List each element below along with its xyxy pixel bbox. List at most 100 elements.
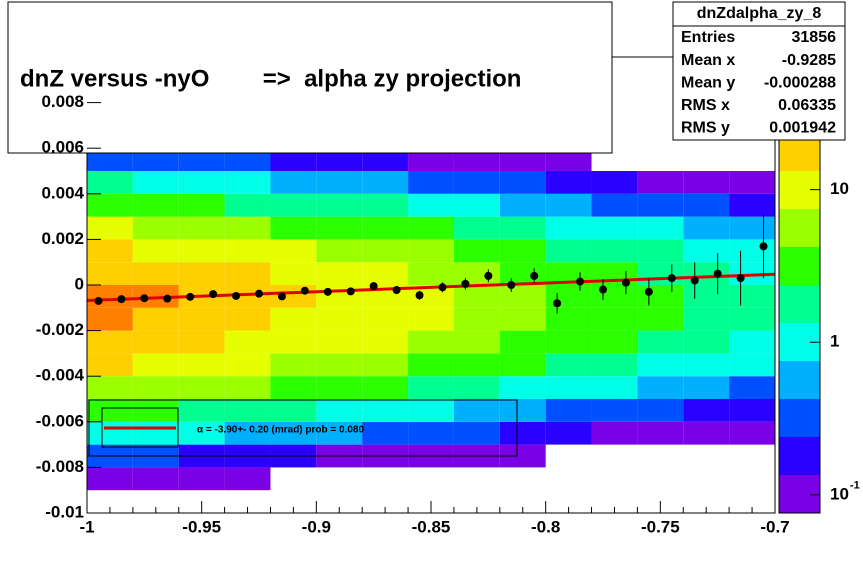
heat-cell — [453, 376, 500, 399]
heat-cell — [178, 216, 225, 240]
heat-cell — [87, 216, 133, 240]
heat-cell — [316, 330, 363, 354]
heat-cell — [362, 193, 409, 217]
profile-point — [369, 282, 378, 291]
profile-point — [346, 287, 355, 296]
heat-cell — [499, 399, 546, 422]
heat-cell — [270, 285, 317, 308]
heat-cell — [316, 307, 363, 331]
heat-cell — [591, 399, 638, 422]
x-tick-label: -1 — [79, 517, 94, 536]
colorbar-band — [779, 437, 820, 475]
heat-cell — [270, 239, 317, 263]
profile-point — [484, 271, 493, 280]
heat-cell — [729, 330, 775, 354]
heat-cell — [132, 376, 179, 399]
heat-cell — [683, 171, 730, 194]
z-tick-label: 10 — [830, 484, 849, 503]
heat-cell — [591, 193, 638, 217]
heat-cell — [637, 330, 684, 354]
heat-cell — [87, 467, 133, 491]
heat-cell — [132, 148, 179, 171]
y-tick-label: 0 — [75, 274, 84, 293]
heat-cell — [453, 285, 500, 308]
heat-cell — [591, 285, 638, 308]
heat-cell — [224, 262, 271, 285]
heat-cell — [637, 307, 684, 331]
heat-cell — [270, 376, 317, 399]
profile-point — [255, 289, 263, 298]
stats-value: 0.06335 — [778, 97, 836, 114]
profile-point — [644, 287, 653, 296]
heat-cell — [178, 262, 225, 285]
fit-label: α = -3.90+- 0.20 (mrad) prob = 0.080 — [197, 425, 364, 436]
heat-cell — [224, 216, 271, 240]
heat-cell — [453, 239, 500, 263]
heat-cell — [453, 148, 500, 171]
profile-point — [530, 271, 539, 280]
heat-cell — [270, 193, 317, 217]
heat-cell — [408, 193, 454, 217]
heat-cell — [316, 399, 363, 422]
colorbar-band — [779, 475, 820, 513]
heat-cell — [591, 307, 638, 331]
heat-cell — [87, 307, 133, 331]
profile-point — [621, 278, 630, 287]
heat-cell — [637, 399, 684, 422]
heat-cell — [545, 285, 592, 308]
heat-cell — [270, 421, 317, 445]
heat-cell — [362, 330, 409, 354]
heat-cell — [408, 171, 454, 194]
heat-cell — [591, 216, 638, 240]
stats-value: 31856 — [792, 29, 837, 46]
heat-cell — [729, 171, 775, 194]
heat-cell — [316, 171, 363, 194]
profile-point — [576, 277, 585, 286]
heat-cell — [132, 193, 179, 217]
heat-cell — [362, 239, 409, 263]
heat-cell — [316, 353, 363, 377]
profile-point — [599, 285, 607, 294]
profile-point — [232, 291, 241, 300]
heat-cell — [316, 285, 363, 308]
y-tick-label: 0.008 — [41, 92, 84, 111]
stats-box — [672, 1, 846, 141]
profile-point — [209, 290, 218, 299]
chart-title: dnZ versus -nyO => alpha zy projection — [20, 65, 521, 92]
heat-cell — [270, 307, 317, 331]
profile-point — [759, 242, 768, 251]
x-tick-label: -0.85 — [412, 517, 451, 536]
heat-cell — [132, 421, 179, 445]
heat-cell — [178, 171, 225, 194]
heat-cell — [408, 399, 454, 422]
heat-cell — [453, 216, 500, 240]
x-tick-label: -0.9 — [302, 517, 331, 536]
heat-cell — [408, 376, 454, 399]
heat-cell — [270, 148, 317, 171]
heat-cell — [87, 171, 133, 194]
heat-cell — [87, 239, 133, 263]
x-tick-label: -0.7 — [760, 517, 789, 536]
y-tick-label: -0.004 — [36, 366, 85, 385]
heat-cell — [683, 239, 730, 263]
heat-cell — [132, 467, 179, 491]
heat-cell — [637, 421, 684, 445]
heat-cell — [545, 216, 592, 240]
profile-point — [186, 292, 195, 301]
heat-cell — [362, 148, 409, 171]
heat-cell — [132, 307, 179, 331]
heat-cell — [87, 376, 133, 399]
heat-cell — [362, 171, 409, 194]
fit-legend-swatch-box — [101, 407, 179, 448]
z-tick-label: 10 — [830, 179, 849, 198]
y-tick-label: -0.008 — [36, 457, 84, 476]
heat-cell — [408, 148, 454, 171]
profile-point — [736, 274, 745, 283]
heat-cell — [408, 262, 454, 285]
heat-cell — [499, 376, 546, 399]
heat-cell — [637, 216, 684, 240]
colorbar-band — [779, 361, 820, 399]
heat-cell — [132, 216, 179, 240]
heat-cell — [408, 421, 454, 445]
heat-cell — [683, 193, 730, 217]
